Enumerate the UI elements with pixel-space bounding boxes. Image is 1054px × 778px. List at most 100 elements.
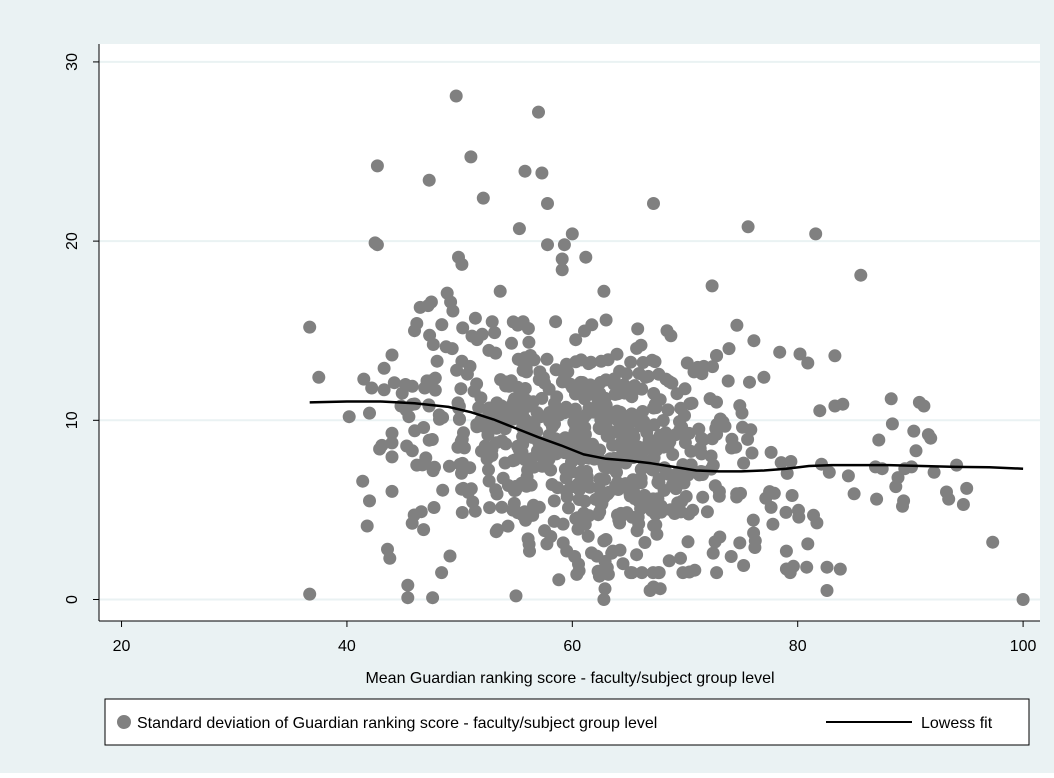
scatter-point xyxy=(597,284,611,298)
scatter-point xyxy=(909,444,923,458)
scatter-point xyxy=(574,452,588,466)
scatter-point xyxy=(779,562,793,576)
scatter-point xyxy=(483,501,497,515)
y-tick-label: 0 xyxy=(64,595,81,604)
scatter-point xyxy=(578,421,592,434)
scatter-point xyxy=(592,481,606,495)
scatter-point xyxy=(631,322,645,336)
scatter-point xyxy=(828,349,842,363)
scatter-point xyxy=(737,559,751,572)
scatter-point xyxy=(506,503,520,517)
scatter-point xyxy=(724,550,738,563)
scatter-point xyxy=(519,416,533,430)
scatter-point xyxy=(488,326,502,340)
scatter-point xyxy=(496,471,510,485)
scatter-point xyxy=(621,429,634,443)
scatter-point xyxy=(505,336,518,350)
scatter-point xyxy=(710,427,724,441)
scatter-point xyxy=(674,505,688,519)
scatter-point xyxy=(377,361,391,375)
scatter-point xyxy=(405,444,419,458)
scatter-point xyxy=(650,433,664,447)
scatter-point xyxy=(547,494,561,508)
scatter-point xyxy=(581,529,595,543)
scatter-point xyxy=(414,505,428,519)
scatter-point xyxy=(423,374,437,388)
scatter-point xyxy=(549,447,563,461)
scatter-point xyxy=(793,347,807,361)
scatter-point xyxy=(480,452,494,466)
scatter-point xyxy=(766,517,780,531)
scatter-point xyxy=(465,329,479,343)
scatter-point xyxy=(342,410,356,424)
scatter-point xyxy=(549,315,563,329)
scatter-point xyxy=(579,250,593,264)
scatter-point xyxy=(634,476,648,490)
scatter-point xyxy=(502,379,516,393)
scatter-point xyxy=(455,257,469,271)
scatter-point xyxy=(653,582,667,596)
scatter-point xyxy=(419,451,433,465)
scatter-point xyxy=(628,379,642,393)
scatter-point xyxy=(747,526,761,540)
scatter-point xyxy=(540,352,554,366)
scatter-point xyxy=(885,417,899,431)
scatter-point xyxy=(722,342,736,356)
scatter-point xyxy=(456,321,470,335)
scatter-point xyxy=(602,454,616,468)
scatter-point xyxy=(664,503,677,517)
scatter-point xyxy=(442,459,456,473)
scatter-point xyxy=(870,492,884,506)
scatter-point xyxy=(622,417,636,431)
scatter-point xyxy=(625,566,639,580)
scatter-point xyxy=(460,367,474,381)
scatter-point xyxy=(847,487,861,501)
scatter-point xyxy=(518,505,532,519)
scatter-point xyxy=(385,484,399,498)
scatter-point xyxy=(523,544,536,558)
scatter-point xyxy=(666,448,680,461)
y-tick-label: 10 xyxy=(64,411,81,429)
scatter-point xyxy=(449,89,463,103)
scatter-point xyxy=(608,387,622,401)
scatter-point xyxy=(464,150,478,164)
scatter-point xyxy=(439,340,453,354)
y-tick-label: 20 xyxy=(64,232,81,250)
scatter-point xyxy=(801,356,815,370)
scatter-points xyxy=(303,89,1030,606)
scatter-point xyxy=(356,474,370,488)
x-tick-label: 60 xyxy=(563,638,581,655)
scatter-point xyxy=(636,405,650,418)
scatter-point xyxy=(521,322,535,335)
scatter-point xyxy=(544,463,558,477)
scatter-point xyxy=(733,536,747,550)
scatter-point xyxy=(748,541,762,554)
scatter-point xyxy=(495,434,509,448)
scatter-point xyxy=(475,327,489,341)
scatter-point xyxy=(535,166,549,180)
scatter-point xyxy=(489,525,503,539)
scatter-point xyxy=(706,360,719,374)
legend-marker-scatter xyxy=(117,715,131,729)
scatter-point xyxy=(652,476,666,490)
scatter-point xyxy=(568,550,582,563)
scatter-point xyxy=(582,401,596,415)
scatter-point xyxy=(559,484,573,498)
scatter-point xyxy=(602,485,616,499)
scatter-point xyxy=(792,510,806,524)
scatter-point xyxy=(455,482,469,496)
scatter-point xyxy=(522,335,536,349)
scatter-point xyxy=(696,433,710,447)
scatter-point xyxy=(482,463,495,477)
x-tick-label: 20 xyxy=(113,638,131,655)
scatter-point xyxy=(956,498,970,511)
scatter-point xyxy=(897,494,911,508)
scatter-point xyxy=(425,433,439,446)
scatter-point xyxy=(427,501,441,514)
scatter-point xyxy=(743,375,756,389)
scatter-point xyxy=(621,448,635,461)
scatter-point xyxy=(402,410,416,424)
scatter-point xyxy=(430,354,444,368)
scatter-point xyxy=(561,365,575,379)
scatter-point xyxy=(639,370,653,384)
